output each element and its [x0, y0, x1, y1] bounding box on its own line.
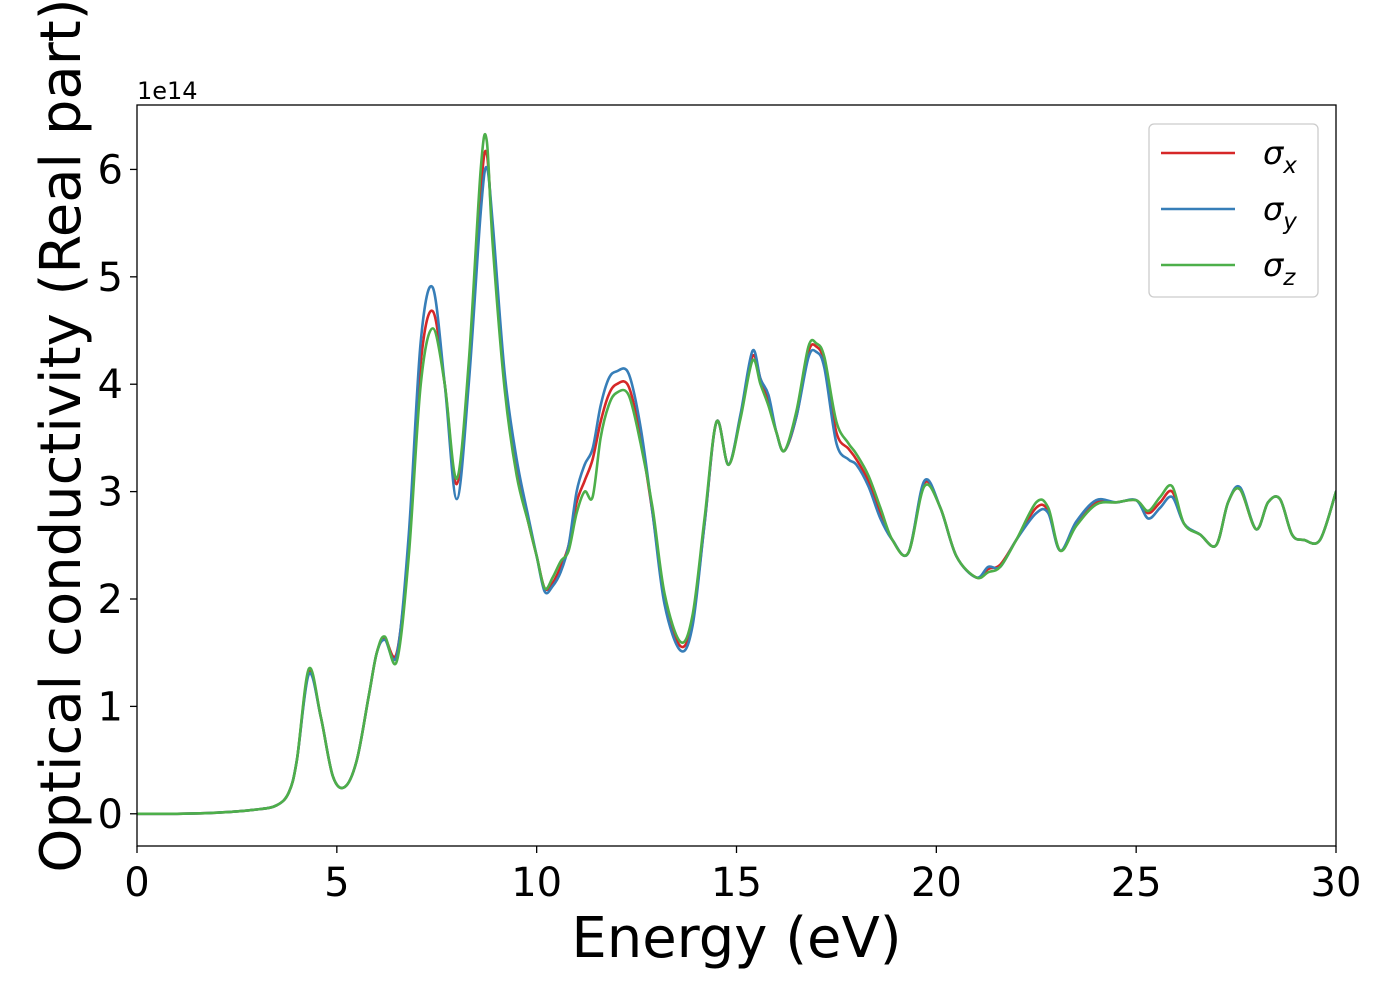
legend-label: σx	[1263, 134, 1297, 179]
legend-label-subscript: x	[1282, 153, 1297, 179]
y-axis-offset-text: 1e14	[137, 77, 198, 105]
legend-label-subscript: y	[1282, 209, 1297, 235]
y-tick-label: 6	[98, 147, 123, 193]
legend-label: σy	[1263, 190, 1297, 235]
series-line-z	[137, 133, 1336, 816]
x-axis-label: Energy (eV)	[571, 906, 901, 971]
x-tick-label: 5	[324, 860, 349, 906]
x-tick-label: 10	[511, 860, 562, 906]
legend-label: σz	[1263, 246, 1296, 291]
legend-item-z: σz	[1161, 246, 1296, 291]
legend-label-base: σ	[1263, 246, 1285, 284]
x-axis-ticks: 0 5 10 15 20 25 30	[124, 846, 1361, 906]
plot-lines	[137, 133, 1336, 816]
legend-label-base: σ	[1263, 190, 1285, 228]
y-tick-label: 1	[98, 684, 123, 730]
x-tick-label: 20	[911, 860, 962, 906]
x-tick-label: 25	[1111, 860, 1162, 906]
y-tick-label: 3	[98, 470, 123, 516]
legend-label-subscript: z	[1282, 265, 1296, 291]
legend-box	[1148, 123, 1319, 298]
legend-item-y: σy	[1161, 190, 1297, 235]
y-tick-label: 5	[98, 255, 123, 301]
x-tick-label: 30	[1311, 860, 1362, 906]
y-tick-label: 4	[98, 362, 123, 408]
x-tick-label: 0	[124, 860, 149, 906]
y-axis-label: Optical conductivity (Real part)	[29, 0, 94, 873]
y-tick-label: 2	[98, 577, 123, 623]
x-tick-label: 15	[711, 860, 762, 906]
legend-item-x: σx	[1161, 134, 1297, 179]
y-tick-label: 0	[98, 792, 123, 838]
y-axis-ticks: 0 1 2 3 4 5 6	[98, 147, 137, 838]
legend-label-base: σ	[1263, 134, 1285, 172]
